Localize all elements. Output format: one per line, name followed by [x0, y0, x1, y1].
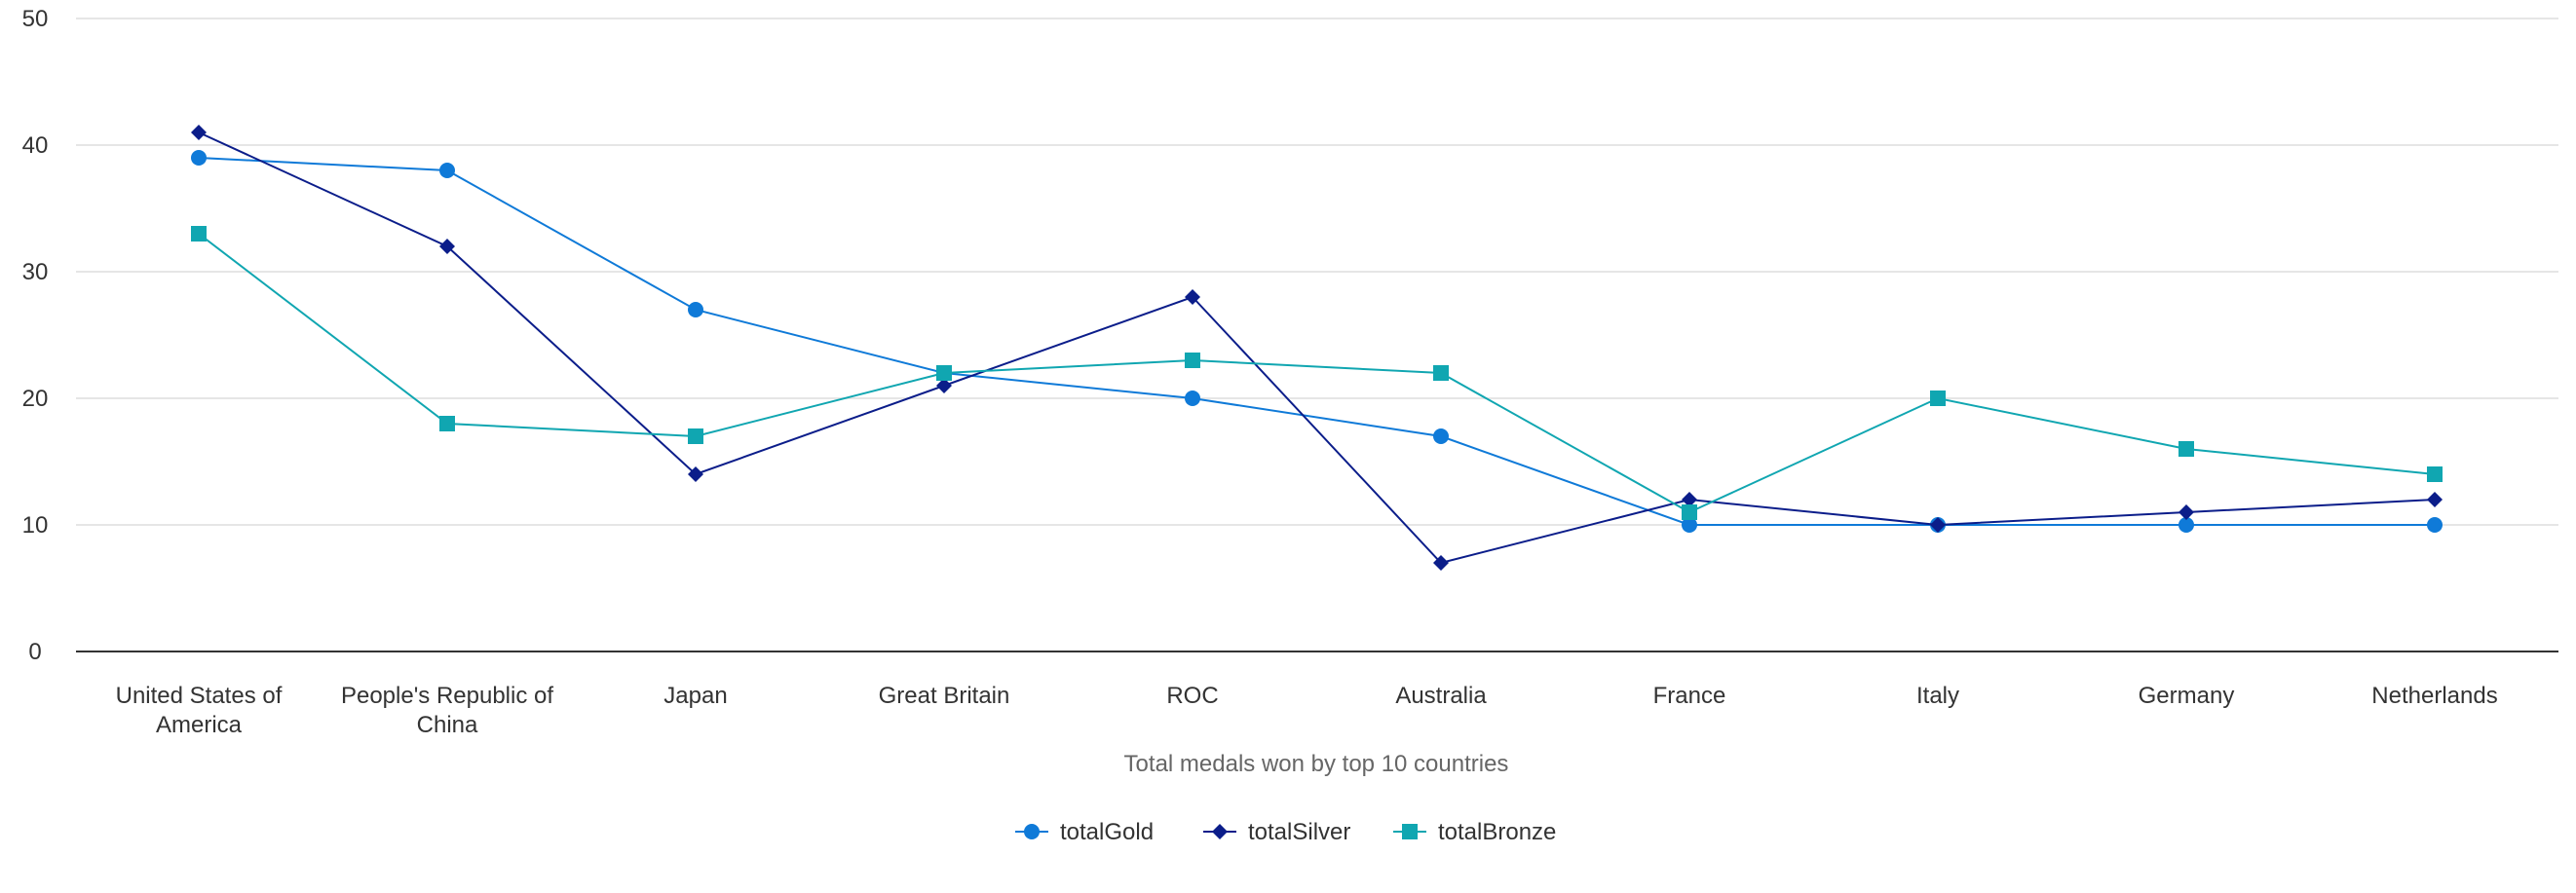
- totalSilver-point: [2427, 492, 2443, 507]
- totalGold-point: [191, 150, 207, 166]
- totalBronze-point: [936, 365, 952, 381]
- legend-item-totalSilver[interactable]: totalSilver: [1203, 819, 1350, 845]
- y-tick-label: 40: [22, 132, 49, 159]
- x-tick-label: ROC: [1166, 683, 1218, 709]
- totalBronze-point: [1930, 391, 1946, 406]
- totalSilver-point: [439, 239, 455, 254]
- totalGold-point: [439, 163, 455, 178]
- x-tick-label: Netherlands: [2371, 683, 2497, 709]
- totalGold-point: [1433, 428, 1449, 444]
- totalSilver-point: [1433, 555, 1449, 571]
- y-tick-label: 0: [28, 639, 41, 665]
- totalSilver-point: [2178, 504, 2194, 520]
- legend-label: totalGold: [1060, 819, 1154, 845]
- totalBronze-point: [688, 428, 703, 444]
- legend-marker: [1212, 824, 1228, 839]
- totalSilver-point: [191, 125, 207, 140]
- x-tick-label: Australia: [1395, 683, 1487, 709]
- series-totalSilver: [191, 125, 2443, 571]
- totalSilver-line: [198, 131, 2436, 565]
- y-tick-label: 50: [22, 6, 49, 32]
- x-axis-label: Total medals won by top 10 countries: [1124, 751, 1509, 777]
- totalBronze-point: [2427, 466, 2443, 482]
- y-tick-label: 20: [22, 386, 49, 412]
- totalSilver-point: [688, 466, 703, 482]
- legend-marker: [1402, 824, 1418, 839]
- x-tick-label: France: [1653, 683, 1726, 709]
- totalBronze-point: [1433, 365, 1449, 381]
- totalSilver-point: [1185, 289, 1200, 305]
- legend-label: totalBronze: [1438, 819, 1556, 845]
- totalGold-line: [198, 157, 2435, 526]
- totalGold-point: [2427, 517, 2443, 533]
- totalBronze-point: [191, 226, 207, 242]
- legend[interactable]: totalGold totalSilver totalBronze: [1015, 819, 1556, 845]
- y-tick-label: 30: [22, 259, 49, 285]
- totalGold-point: [1682, 517, 1697, 533]
- legend-item-totalGold[interactable]: totalGold: [1015, 819, 1154, 845]
- totalSilver-point: [1682, 492, 1697, 507]
- totalBronze-point: [2178, 441, 2194, 457]
- totalBronze-point: [1185, 353, 1200, 368]
- x-tick-label: Japan: [663, 683, 727, 709]
- x-tick-label: United States of America: [116, 683, 283, 738]
- series-totalGold: [191, 150, 2443, 533]
- legend-item-totalBronze[interactable]: totalBronze: [1393, 819, 1556, 845]
- legend-label: totalSilver: [1248, 819, 1350, 845]
- totalGold-point: [2178, 517, 2194, 533]
- x-axis-ticks: United States of America People's Republic…: [116, 683, 2498, 738]
- series-lines: [191, 125, 2443, 571]
- totalBronze-point: [1682, 504, 1697, 520]
- y-tick-label: 10: [22, 512, 49, 539]
- totalGold-point: [688, 302, 703, 317]
- legend-marker: [1024, 824, 1040, 839]
- totalGold-point: [1185, 391, 1200, 406]
- x-tick-label: Germany: [2139, 683, 2235, 709]
- series-totalBronze: [191, 226, 2443, 520]
- x-tick-label: Great Britain: [879, 683, 1010, 709]
- x-tick-label: Italy: [1916, 683, 1959, 709]
- totalSilver-point: [936, 378, 952, 393]
- y-axis-ticks: 0 10 20 30 40 50: [22, 6, 49, 665]
- totalSilver-point: [1930, 517, 1946, 533]
- totalBronze-point: [439, 416, 455, 431]
- x-tick-label: People's Republic of China: [341, 683, 553, 738]
- totalBronze-line: [198, 233, 2436, 514]
